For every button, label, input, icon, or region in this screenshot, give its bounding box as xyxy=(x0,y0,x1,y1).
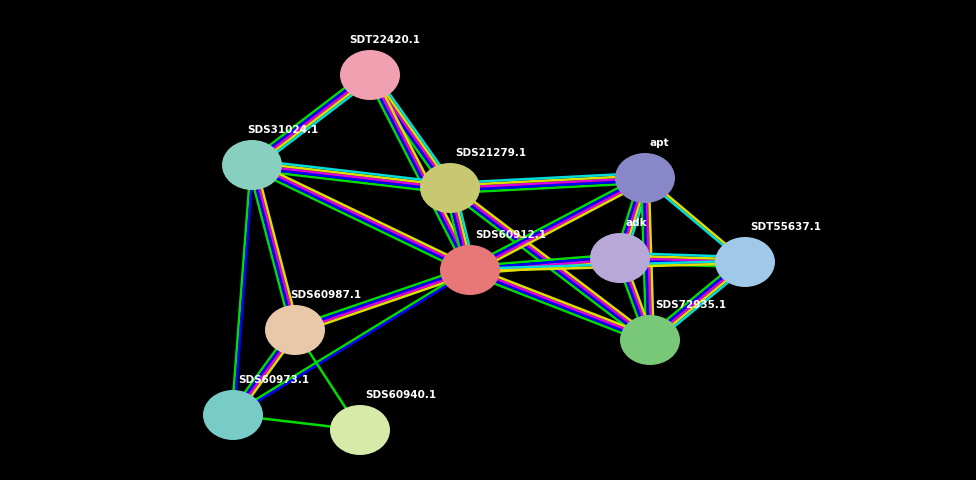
Ellipse shape xyxy=(222,140,282,190)
Text: SDS31024.1: SDS31024.1 xyxy=(247,125,318,135)
Ellipse shape xyxy=(620,315,680,365)
Text: SDT55637.1: SDT55637.1 xyxy=(750,222,821,232)
Ellipse shape xyxy=(590,233,650,283)
Ellipse shape xyxy=(265,305,325,355)
Text: SDS60987.1: SDS60987.1 xyxy=(290,290,361,300)
Text: SDS60940.1: SDS60940.1 xyxy=(365,390,436,400)
Ellipse shape xyxy=(615,153,675,203)
Ellipse shape xyxy=(715,237,775,287)
Text: apt: apt xyxy=(650,138,670,148)
Ellipse shape xyxy=(340,50,400,100)
Ellipse shape xyxy=(440,245,500,295)
Text: adk: adk xyxy=(625,218,647,228)
Ellipse shape xyxy=(420,163,480,213)
Text: SDS21279.1: SDS21279.1 xyxy=(455,148,526,158)
Ellipse shape xyxy=(203,390,263,440)
Text: SDS60973.1: SDS60973.1 xyxy=(238,375,309,385)
Text: SDT22420.1: SDT22420.1 xyxy=(349,35,421,45)
Text: SDS60912.1: SDS60912.1 xyxy=(475,230,546,240)
Ellipse shape xyxy=(330,405,390,455)
Text: SDS72935.1: SDS72935.1 xyxy=(655,300,726,310)
